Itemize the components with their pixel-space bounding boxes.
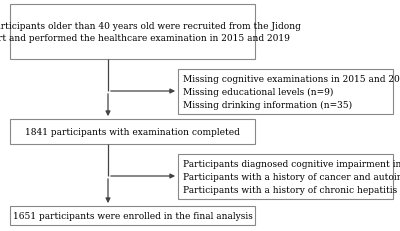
Bar	[10, 119, 255, 144]
Bar	[10, 206, 255, 225]
Text: 1651 participants were enrolled in the final analysis: 1651 participants were enrolled in the f…	[12, 211, 252, 220]
Text: 2021 participants older than 40 years old were recruited from the Jidong
cohort : 2021 participants older than 40 years ol…	[0, 22, 301, 43]
Text: Missing cognitive examinations in 2015 and 2019 (n=136)
Missing educational leve: Missing cognitive examinations in 2015 a…	[183, 75, 400, 109]
Text: 1841 participants with examination completed: 1841 participants with examination compl…	[25, 128, 240, 137]
Bar	[178, 70, 393, 115]
Bar	[178, 154, 393, 199]
Text: Participants diagnosed cognitive impairment in 2015 (n=45)
Participants with a h: Participants diagnosed cognitive impairm…	[183, 160, 400, 194]
Bar	[10, 5, 255, 60]
